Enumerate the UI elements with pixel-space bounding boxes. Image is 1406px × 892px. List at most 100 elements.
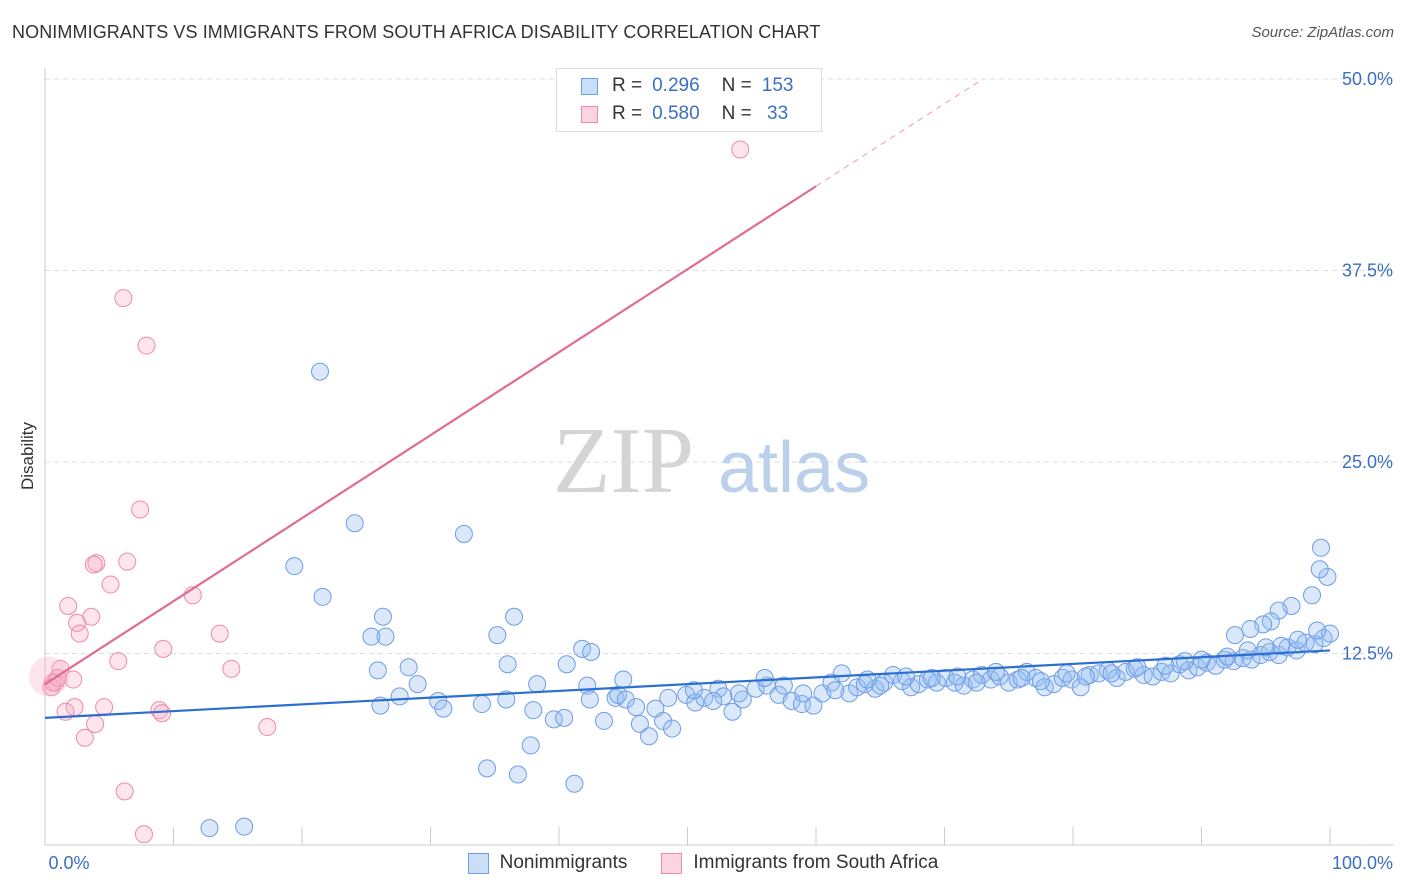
point-nonimmigrant (1303, 586, 1322, 605)
point-nonimmigrant (659, 688, 678, 707)
point-nonimmigrant (488, 626, 507, 645)
point-immigrant-south-africa (114, 289, 133, 308)
legend-n-label: N = (721, 75, 752, 96)
point-nonimmigrant (1310, 560, 1329, 579)
point-immigrant-south-africa (59, 597, 78, 616)
point-nonimmigrant (1288, 630, 1307, 649)
point-nonimmigrant (1308, 621, 1327, 640)
legend-r-label: R = (612, 103, 643, 124)
point-immigrant-south-africa (64, 670, 83, 689)
point-immigrant-south-africa (118, 552, 137, 571)
point-nonimmigrant (804, 696, 823, 715)
legend-r-value: 0.580 (652, 103, 700, 124)
point-nonimmigrant (884, 665, 903, 684)
watermark: ZIP atlas (553, 409, 870, 513)
point-nonimmigrant (832, 664, 851, 683)
point-nonimmigrant (390, 687, 409, 706)
point-immigrant-south-africa (134, 825, 153, 844)
y-tick-label: 37.5% (1342, 261, 1393, 281)
point-nonimmigrant (368, 661, 387, 680)
point-nonimmigrant (497, 690, 516, 709)
watermark-atlas: atlas (718, 428, 870, 508)
point-immigrant-south-africa (95, 698, 114, 717)
point-nonimmigrant (1062, 670, 1081, 689)
point-nonimmigrant (524, 701, 543, 720)
point-nonimmigrant (616, 690, 635, 709)
chart-title: NONIMMIGRANTS VS IMMIGRANTS FROM SOUTH A… (12, 22, 821, 42)
bottom-legend-item-nonimmigrants: Nonimmigrants (467, 852, 628, 874)
legend-swatch-blue (581, 77, 598, 95)
point-immigrant-south-africa (152, 704, 171, 723)
point-immigrant-south-africa (131, 500, 150, 519)
point-nonimmigrant (663, 719, 682, 738)
point-nonimmigrant (362, 627, 381, 646)
point-immigrant-south-africa (154, 639, 173, 658)
point-nonimmigrant (285, 557, 304, 576)
point-immigrant-south-africa (137, 336, 156, 355)
watermark-zip: ZIP (553, 409, 694, 513)
point-nonimmigrant (528, 675, 547, 694)
point-nonimmigrant (1175, 652, 1194, 671)
point-nonimmigrant (1318, 567, 1337, 586)
point-nonimmigrant (498, 655, 517, 674)
point-nonimmigrant (1241, 619, 1260, 638)
point-nonimmigrant (555, 708, 574, 727)
point-nonimmigrant (922, 669, 941, 688)
point-nonimmigrant (826, 681, 845, 700)
point-nonimmigrant (580, 690, 599, 709)
point-nonimmigrant (986, 662, 1005, 681)
point-nonimmigrant (582, 642, 601, 661)
y-axis-label: Disability (18, 421, 37, 491)
y-tick-label: 50.0% (1342, 69, 1393, 89)
point-nonimmigrant (1102, 664, 1121, 683)
point-nonimmigrant (794, 684, 813, 703)
point-nonimmigrant (557, 655, 576, 674)
point-nonimmigrant (1192, 650, 1211, 669)
source-label: Source: ZipAtlas.com (1251, 24, 1394, 41)
point-nonimmigrant (373, 607, 392, 626)
point-immigrant-south-africa (150, 701, 169, 720)
bottom-legend-swatch-pink (661, 852, 683, 874)
point-nonimmigrant (1143, 667, 1162, 686)
point-nonimmigrant (1312, 538, 1331, 557)
point-nonimmigrant (508, 765, 527, 784)
point-immigrant-south-africa (258, 718, 277, 737)
legend-r-label: R = (612, 75, 643, 96)
trend-line-immigrants (44, 185, 817, 686)
point-nonimmigrant (866, 679, 885, 698)
point-nonimmigrant (774, 676, 793, 695)
point-nonimmigrant (1026, 669, 1045, 688)
point-nonimmigrant (755, 669, 774, 688)
point-nonimmigrant (948, 667, 967, 686)
point-nonimmigrant (646, 699, 665, 718)
point-nonimmigrant (478, 759, 497, 778)
legend-r-value: 0.296 (652, 75, 700, 96)
legend-row-immigrants: R = 0.580 N = 33 (581, 101, 788, 127)
bottom-legend-swatch-blue (467, 852, 489, 874)
point-immigrant-south-africa (731, 140, 750, 159)
point-nonimmigrant (684, 681, 703, 700)
point-nonimmigrant (594, 711, 613, 730)
point-nonimmigrant (1128, 658, 1147, 677)
point-immigrant-south-africa (101, 575, 120, 594)
point-immigrant-south-africa (84, 555, 103, 574)
point-nonimmigrant (408, 675, 427, 694)
point-nonimmigrant (313, 587, 332, 606)
y-tick-label: 12.5% (1342, 644, 1393, 664)
point-nonimmigrant (1134, 665, 1153, 684)
legend-n-value: 153 (761, 75, 794, 96)
point-nonimmigrant (1225, 626, 1244, 645)
legend: R = 0.296 N = 153 R = 0.580 N = 33 (556, 68, 822, 132)
point-nonimmigrant (627, 698, 646, 717)
point-nonimmigrant (505, 607, 524, 626)
point-nonimmigrant (200, 819, 219, 838)
point-nonimmigrant (1238, 641, 1257, 660)
point-immigrant-south-africa (210, 624, 229, 643)
legend-n-value: 33 (761, 103, 789, 124)
point-immigrant-south-africa (68, 613, 87, 632)
point-nonimmigrant (723, 702, 742, 721)
point-nonimmigrant (1012, 669, 1031, 688)
legend-swatch-pink (581, 105, 598, 123)
bottom-legend-label: Nonimmigrants (499, 852, 628, 873)
point-nonimmigrant (1170, 655, 1189, 674)
